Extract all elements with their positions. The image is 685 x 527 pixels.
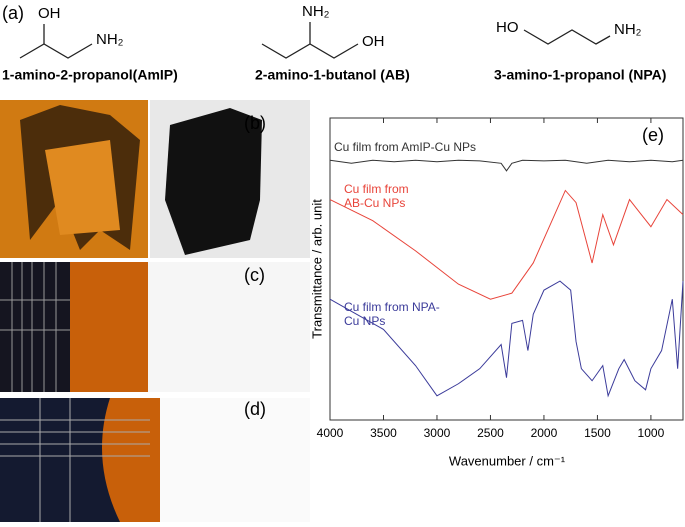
molecule-name: 2-amino-1-butanol (AB)	[255, 67, 410, 83]
x-tick-label: 3500	[370, 426, 397, 440]
molecule-name: 3-amino-1-propanol (NPA)	[494, 67, 666, 83]
series-label-box: Cu film from AB-Cu NPs	[344, 182, 409, 210]
series-label: Cu film from AmIP-Cu NPs	[334, 140, 477, 154]
spectrum-line	[329, 189, 684, 300]
photo	[160, 398, 310, 522]
panel-label: (e)	[642, 125, 664, 145]
photo-area	[45, 140, 120, 235]
panel-label: (d)	[244, 399, 266, 419]
panel-label: (c)	[244, 265, 265, 285]
panel-label: (a)	[2, 3, 24, 23]
y-axis-label: Transmittance / arb. unit	[309, 199, 324, 339]
photo	[70, 262, 148, 392]
group: NH₂	[96, 31, 124, 48]
x-tick-label: 2500	[477, 426, 504, 440]
photo-lines	[0, 262, 70, 392]
group: HO	[496, 19, 519, 36]
spectrum-line	[329, 280, 684, 398]
x-tick-label: 2000	[531, 426, 558, 440]
series-label: Cu film from NPA-Cu NPs	[344, 300, 440, 328]
x-axis-label: Wavenumber / cm⁻¹	[449, 453, 566, 468]
plot-frame	[329, 117, 684, 421]
photo	[0, 262, 70, 392]
spectrum-line	[329, 159, 684, 172]
series-label-box: Cu film from AmIP-Cu NPs	[334, 140, 477, 154]
group: OH	[38, 5, 61, 22]
panel-label: (b)	[244, 113, 266, 133]
x-tick-label: 1000	[638, 426, 665, 440]
bond	[261, 43, 359, 59]
x-tick-label: 3000	[424, 426, 451, 440]
group: NH₂	[302, 3, 330, 20]
group: OH	[362, 33, 385, 50]
series-label: Cu film from AB-Cu NPs	[344, 182, 409, 210]
molecule-name: 1-amino-2-propanol(AmIP)	[2, 67, 178, 83]
x-tick-label: 1500	[584, 426, 611, 440]
photo-film	[165, 108, 262, 255]
bond	[523, 29, 611, 45]
group: NH₂	[614, 21, 642, 38]
photo-area	[0, 398, 120, 522]
x-tick-label: 4000	[317, 426, 344, 440]
photo	[148, 262, 310, 392]
photo-lines	[0, 398, 150, 522]
series-label-box: Cu film from NPA-Cu NPs	[344, 300, 440, 328]
bond	[19, 43, 93, 59]
